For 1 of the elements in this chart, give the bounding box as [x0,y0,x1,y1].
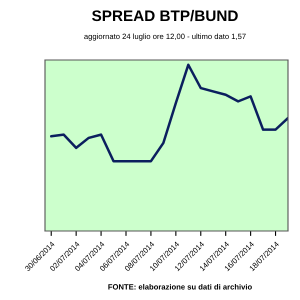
chart-title: SPREAD BTP/BUND [92,10,238,22]
